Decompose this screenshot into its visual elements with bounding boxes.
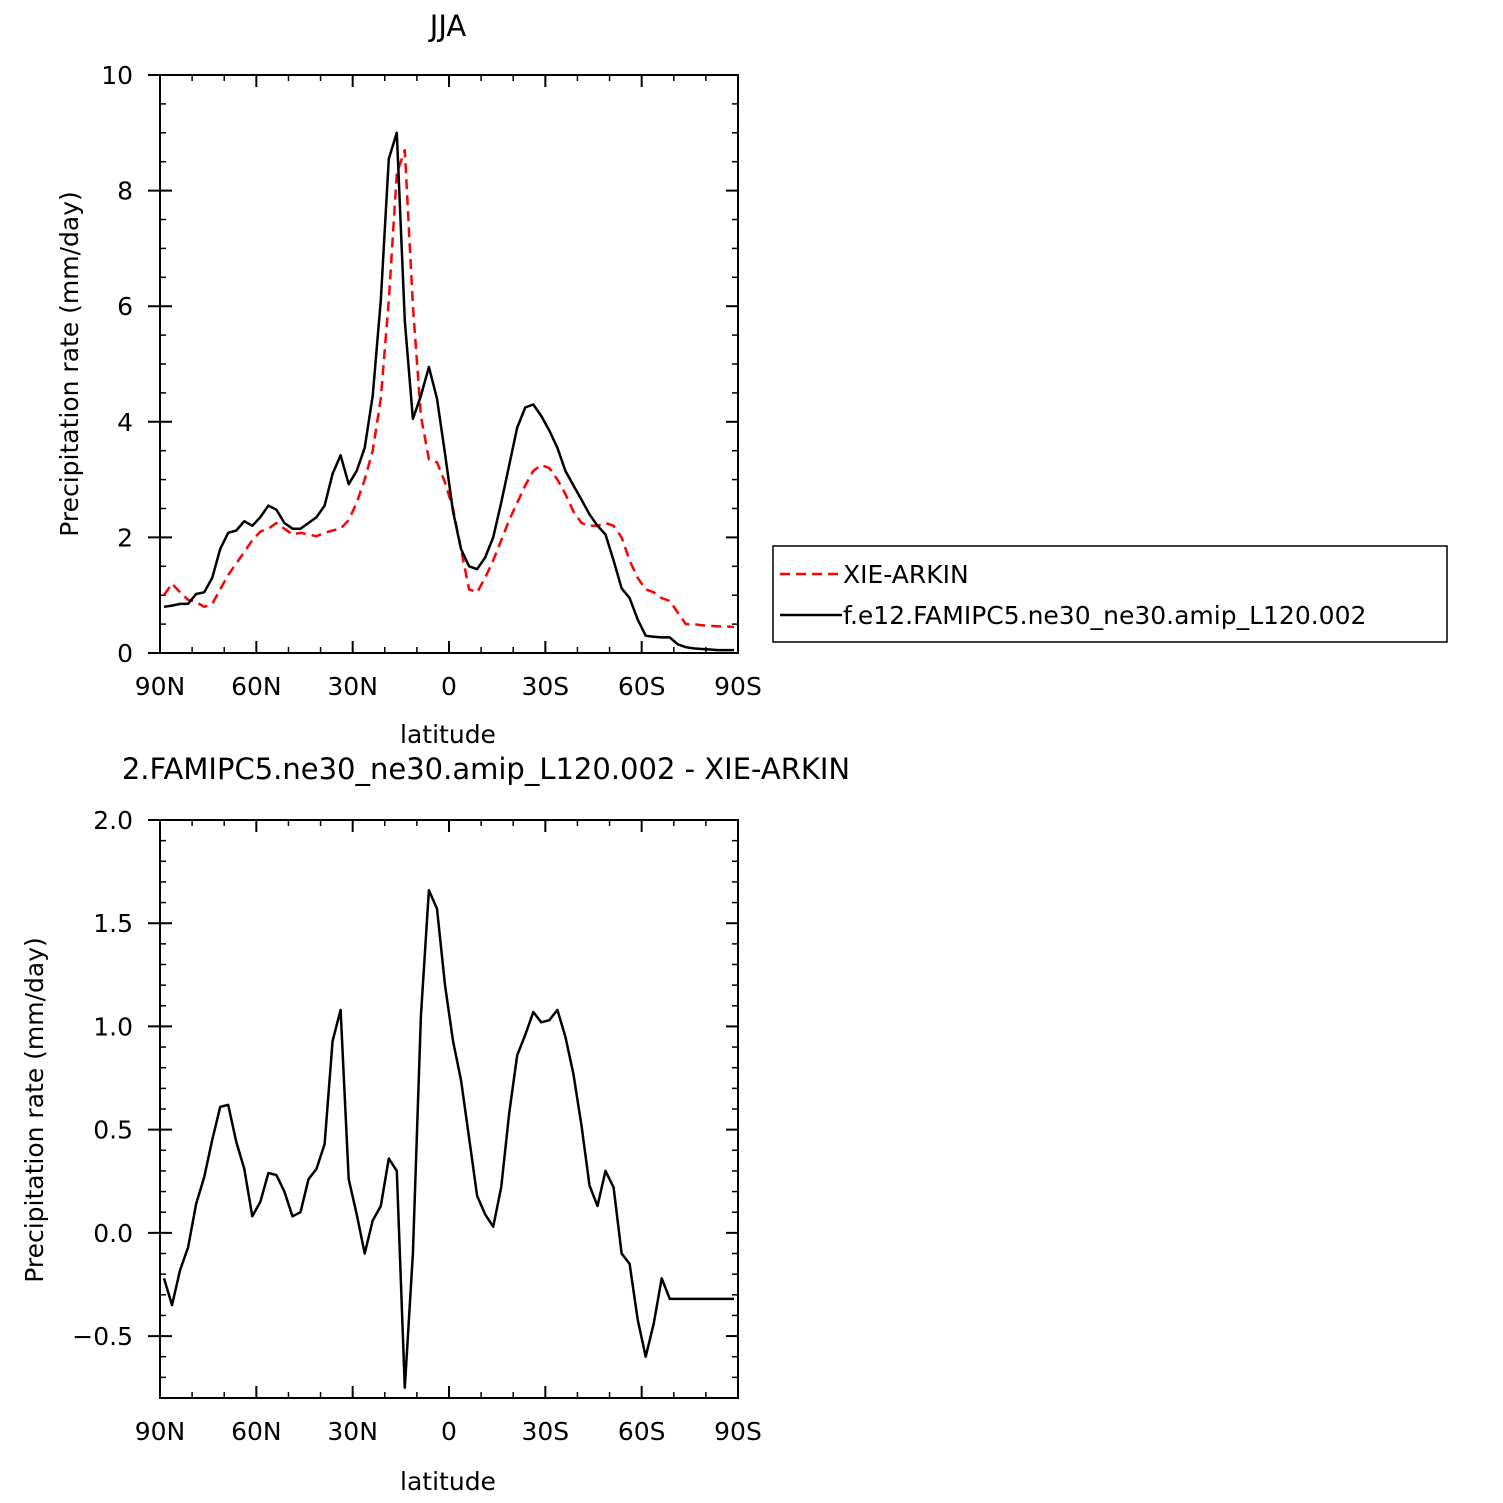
bottom-x-tick-label: 60S xyxy=(618,1417,666,1446)
top-series-line-1 xyxy=(163,131,734,652)
top-x-tick-label: 0 xyxy=(441,672,457,701)
top-x-tick-label: 30S xyxy=(521,672,569,701)
bottom-y-tick-label: 0.0 xyxy=(93,1219,133,1248)
bottom-x-tick-label: 30N xyxy=(327,1417,378,1446)
top-x-axis-label: latitude xyxy=(400,720,496,749)
bottom-axis-ticks: 90N 60N 30N 0 30S 60S 90S −0.5 0.0 0.5 1.0 1.5 2.0 xyxy=(72,806,762,1446)
top-x-tick-label: 90S xyxy=(714,672,762,701)
bottom-chart-title: 2.FAMIPC5.ne30_ne30.amip_L120.002 - XIE-… xyxy=(122,752,850,786)
top-y-tick-label: 4 xyxy=(117,408,133,437)
top-y-tick-label: 10 xyxy=(101,61,133,90)
top-series-line-0 xyxy=(162,148,735,629)
legend-label-model: f.e12.FAMIPC5.ne30_ne30.amip_L120.002 xyxy=(843,601,1366,630)
bottom-y-tick-label: −0.5 xyxy=(72,1322,133,1351)
bottom-x-tick-label: 90N xyxy=(135,1417,186,1446)
top-y-tick-label: 0 xyxy=(117,639,133,668)
bottom-y-tick-label: 0.5 xyxy=(93,1116,133,1145)
bottom-plot-frame xyxy=(159,819,739,1399)
bottom-series-line-0 xyxy=(162,888,734,1389)
top-series-lines xyxy=(162,131,735,652)
legend: XIE-ARKIN f.e12.FAMIPC5.ne30_ne30.amip_L… xyxy=(772,545,1448,643)
top-chart-title: JJA xyxy=(428,9,467,43)
bottom-x-tick-label: 0 xyxy=(441,1417,457,1446)
bottom-y-axis-label: Precipitation rate (mm/day) xyxy=(20,937,49,1283)
bottom-y-tick-label: 2.0 xyxy=(93,806,133,835)
top-y-tick-label: 8 xyxy=(117,177,133,206)
bottom-x-tick-label: 60N xyxy=(231,1417,282,1446)
top-x-tick-label: 60N xyxy=(231,672,282,701)
top-y-tick-label: 2 xyxy=(117,523,133,552)
bottom-x-tick-label: 90S xyxy=(714,1417,762,1446)
bottom-y-tick-label: 1.0 xyxy=(93,1012,133,1041)
top-plot-frame xyxy=(159,74,739,654)
top-x-tick-label: 90N xyxy=(135,672,186,701)
bottom-x-axis-label: latitude xyxy=(400,1467,496,1496)
bottom-chart-panel: 2.FAMIPC5.ne30_ne30.amip_L120.002 - XIE-… xyxy=(20,752,850,1496)
top-y-axis-label: Precipitation rate (mm/day) xyxy=(55,191,84,537)
top-y-tick-label: 6 xyxy=(117,292,133,321)
top-axis-ticks: 90N 60N 30N 0 30S 60S 90S 0 2 4 6 8 10 xyxy=(101,61,762,701)
top-x-tick-label: 30N xyxy=(327,672,378,701)
bottom-y-tick-label: 1.5 xyxy=(93,909,133,938)
legend-label-xie-arkin: XIE-ARKIN xyxy=(843,560,969,589)
legend-box xyxy=(772,545,1448,643)
bottom-x-tick-label: 30S xyxy=(521,1417,569,1446)
top-x-tick-label: 60S xyxy=(618,672,666,701)
bottom-series-lines xyxy=(162,888,734,1389)
